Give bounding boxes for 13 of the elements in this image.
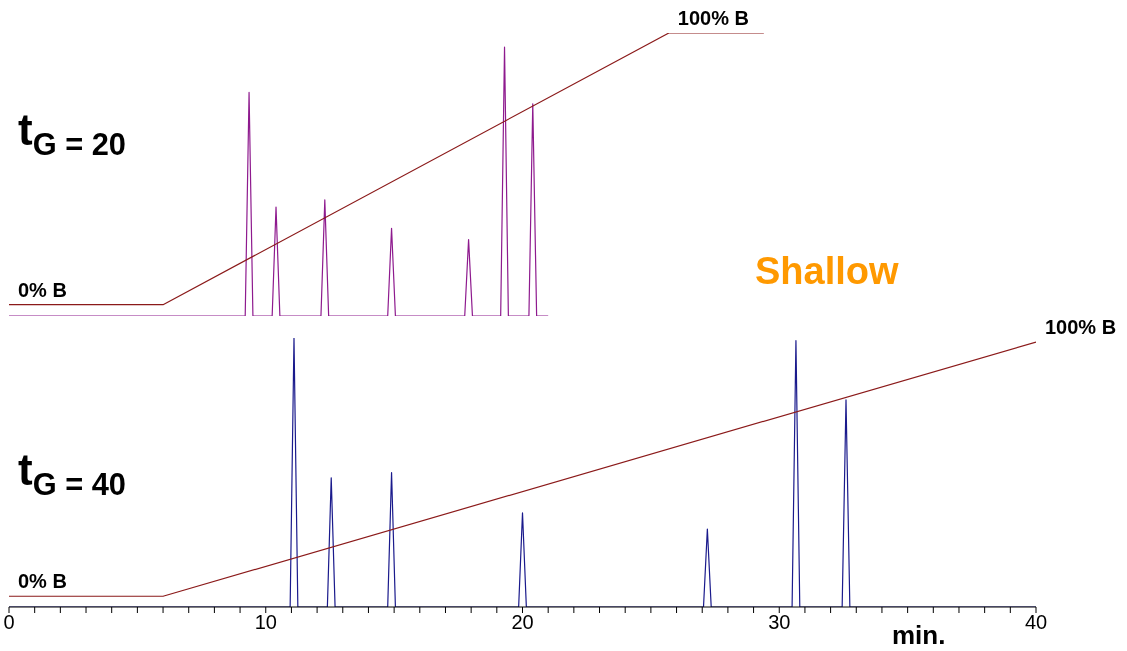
x-tick-label: 20 bbox=[511, 611, 534, 634]
x-tick-label: 40 bbox=[1024, 611, 1048, 634]
x-tick-label: 10 bbox=[254, 611, 277, 634]
x-tick-label: 0 bbox=[3, 611, 15, 634]
annotation: 0% B bbox=[18, 278, 67, 301]
annotation: 0% B bbox=[18, 570, 67, 593]
annotation: 100% B bbox=[677, 7, 749, 29]
x-tick-label: 30 bbox=[768, 611, 791, 634]
annotation: t$_{G = 20}$ bbox=[18, 105, 126, 162]
annotation: t$_{G = 40}$ bbox=[18, 445, 126, 502]
x-axis-title: min. bbox=[892, 620, 946, 651]
annotation: 100% B bbox=[1045, 316, 1117, 339]
annotation: Shallow bbox=[755, 250, 899, 292]
